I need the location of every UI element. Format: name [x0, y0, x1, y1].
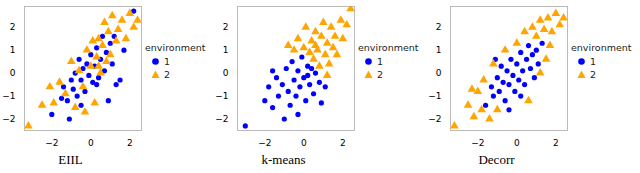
svg-text:0: 0	[514, 138, 520, 148]
svg-text:−2: −2	[428, 114, 441, 124]
svg-text:−2: −2	[215, 114, 228, 124]
svg-text:−2: −2	[471, 138, 484, 148]
svg-text:0: 0	[10, 68, 16, 78]
svg-text:−2: −2	[258, 138, 271, 148]
svg-text:−1: −1	[428, 91, 441, 101]
html-text:k-means: k-means	[261, 152, 306, 167]
html-text:EIIL: EIIL	[58, 152, 83, 167]
html-text:1: 1	[377, 56, 383, 67]
svg-text:2: 2	[436, 22, 442, 32]
html-text:environment: environment	[358, 42, 419, 53]
html-text:2: 2	[164, 69, 170, 80]
svg-text:1: 1	[10, 45, 16, 55]
svg-text:0: 0	[436, 68, 442, 78]
svg-text:2: 2	[223, 22, 229, 32]
svg-text:1: 1	[223, 45, 229, 55]
svg-text:−1: −1	[215, 91, 228, 101]
svg-text:2: 2	[553, 138, 559, 148]
svg-text:0: 0	[88, 138, 94, 148]
svg-text:1: 1	[436, 45, 442, 55]
html-text:2: 2	[590, 69, 596, 80]
svg-text:2: 2	[10, 22, 16, 32]
html-text:1: 1	[164, 56, 170, 67]
svg-text:2: 2	[127, 138, 133, 148]
svg-text:−1: −1	[2, 91, 15, 101]
html-text:1: 1	[590, 56, 596, 67]
html-text:2: 2	[377, 69, 383, 80]
html-text:environment: environment	[571, 42, 632, 53]
svg-text:2: 2	[340, 138, 346, 148]
html-text:environment: environment	[145, 42, 206, 53]
svg-text:0: 0	[301, 138, 307, 148]
svg-text:−2: −2	[45, 138, 58, 148]
svg-text:−2: −2	[2, 114, 15, 124]
svg-text:0: 0	[223, 68, 229, 78]
html-text:Decorr: Decorr	[478, 152, 515, 167]
